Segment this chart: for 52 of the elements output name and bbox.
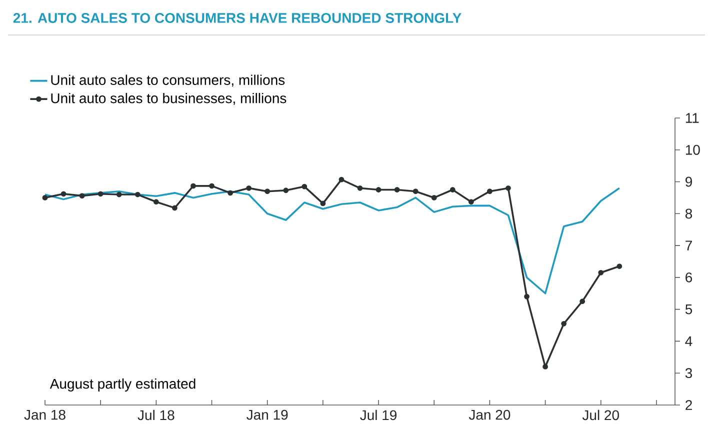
point xyxy=(228,190,233,196)
point xyxy=(616,264,622,269)
point xyxy=(60,191,66,197)
x-tick-label: Jan 20 xyxy=(468,410,510,420)
legend-label: Unit auto sales to businesses, millions xyxy=(51,92,286,105)
point xyxy=(190,183,196,189)
point xyxy=(598,270,604,276)
chart-title: 21. AUTO SALES TO CONSUMERS HAVE REBOUNDED STRONGLY xyxy=(13,13,462,23)
point xyxy=(412,188,418,194)
point xyxy=(134,192,140,198)
point xyxy=(542,364,548,370)
y-tick-label: 3 xyxy=(685,368,692,378)
point xyxy=(450,187,456,192)
point xyxy=(357,185,363,191)
point xyxy=(42,195,48,200)
point xyxy=(524,294,530,300)
legend-label: Unit auto sales to consumers, millions xyxy=(51,74,285,87)
point xyxy=(153,199,159,205)
annotation: August partly estimated xyxy=(50,378,196,392)
y-tick-label: 6 xyxy=(686,272,692,282)
point xyxy=(98,191,104,197)
point xyxy=(506,185,511,191)
point xyxy=(283,188,289,194)
point xyxy=(320,200,326,206)
x-tick-label: Jul 18 xyxy=(138,410,174,420)
x-tick-label: Jan 18 xyxy=(24,410,66,420)
point xyxy=(468,199,474,205)
point xyxy=(394,187,400,192)
y-tick-label: 11 xyxy=(686,113,699,123)
point xyxy=(116,192,122,198)
point xyxy=(561,320,567,326)
y-tick-label: 7 xyxy=(686,240,692,250)
point xyxy=(580,298,586,304)
point xyxy=(264,188,270,194)
point xyxy=(376,187,382,192)
point xyxy=(338,176,344,182)
point xyxy=(172,205,178,211)
y-tick-label: 10 xyxy=(686,144,700,155)
point xyxy=(79,193,85,198)
x-tick-label: Jul 19 xyxy=(360,410,397,420)
y-tick-label: 5 xyxy=(685,304,692,314)
y-tick-label: 9 xyxy=(686,176,692,187)
x-tick-label: Jan 19 xyxy=(246,410,288,420)
y-tick-label: 2 xyxy=(686,400,692,410)
point xyxy=(431,195,437,200)
x-tick-label: Jul 20 xyxy=(582,410,619,420)
point xyxy=(246,185,252,191)
point xyxy=(302,184,308,190)
y-tick-label: 4 xyxy=(685,336,692,346)
point xyxy=(487,188,492,194)
y-tick-label: 8 xyxy=(685,208,692,219)
point xyxy=(209,183,214,189)
